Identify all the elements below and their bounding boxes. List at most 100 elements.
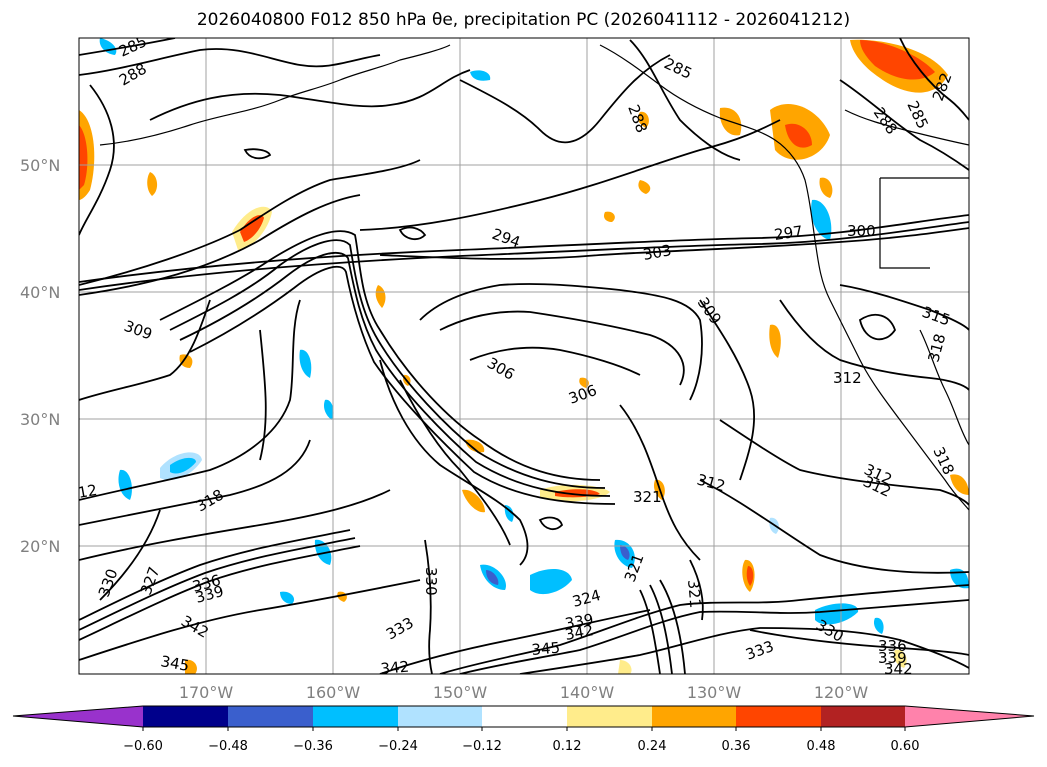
contour-label: 321	[633, 488, 662, 506]
precip-positive-patch	[819, 177, 833, 198]
colorbar-tick-label: −0.12	[462, 739, 502, 754]
contour-line	[79, 299, 301, 501]
contour-line	[79, 299, 211, 401]
contour-label: 297	[773, 222, 804, 244]
map-contents: 285 288 285 288 288 285 282 294 303 297 …	[77, 38, 969, 678]
colorbar-segment	[228, 706, 313, 727]
precip-negative-patch	[811, 199, 832, 240]
contour-label: 339	[878, 649, 907, 667]
contour-line	[899, 38, 969, 121]
contour-labels: 285 288 285 288 288 285 282 294 303 297 …	[77, 38, 958, 678]
contour-line	[839, 79, 969, 171]
contour-line	[839, 284, 969, 331]
precip-negative-patch	[470, 70, 491, 81]
contour-line	[169, 239, 606, 489]
contour-label: 342	[380, 658, 410, 678]
precip-negative-patch	[486, 570, 499, 585]
precip-negative-patch	[118, 469, 132, 500]
colorbar-segment	[652, 706, 736, 727]
lat-label-20n: 20°N	[20, 537, 60, 556]
precip-positive-patch	[179, 354, 193, 368]
precip-negative-patch	[950, 568, 969, 589]
precip-positive-patch	[240, 215, 264, 242]
contour-line	[629, 39, 741, 161]
contour-label: 300	[847, 222, 876, 240]
contour-line	[79, 439, 311, 526]
contour-line	[79, 221, 969, 291]
contour-line	[189, 265, 616, 505]
precip-negative-patch	[530, 568, 572, 595]
colorbar-tick-label: −0.60	[123, 739, 163, 754]
colorbar-tick-label: −0.48	[208, 739, 248, 754]
coastline	[599, 44, 969, 511]
lat-label-40n: 40°N	[20, 283, 60, 302]
lon-label-150w: 150°W	[433, 683, 488, 702]
contour-line	[379, 609, 651, 674]
latitude-labels: 50°N 40°N 30°N 20°N	[20, 156, 60, 556]
precip-negative-patch	[299, 349, 312, 378]
contour-label: 312	[833, 369, 862, 387]
contour-line	[439, 584, 969, 674]
map-frame	[78, 37, 970, 675]
contour-line	[79, 159, 421, 286]
coastline	[919, 329, 969, 446]
contour-line	[459, 599, 969, 674]
precip-positive-patch	[950, 474, 969, 495]
contour-line	[749, 629, 969, 656]
contour-line	[79, 84, 115, 236]
contour-line	[79, 489, 391, 561]
graticule	[79, 38, 969, 674]
precip-positive-patch	[603, 211, 615, 222]
contour-line	[379, 227, 969, 260]
contour-line	[858, 313, 896, 341]
precip-positive-patch	[375, 285, 386, 308]
precip-negative-patch	[815, 603, 859, 625]
contour-line	[538, 516, 564, 531]
longitude-labels: 170°W 160°W 150°W 140°W 130°W 120°W	[179, 683, 869, 702]
contour-line	[99, 509, 161, 601]
contour-line	[79, 537, 356, 631]
precip-positive-patch	[638, 111, 649, 128]
contour-line	[398, 226, 427, 241]
contour-line	[79, 579, 421, 661]
contour-label: 330	[422, 567, 440, 596]
lat-label-30n: 30°N	[20, 410, 60, 429]
precip-positive-patch	[894, 649, 907, 668]
precip-positive-patch	[147, 172, 158, 196]
contour-line	[79, 545, 361, 641]
contour-line	[639, 589, 661, 674]
contour-line	[424, 539, 433, 674]
contour-line	[469, 346, 641, 376]
contour-label: 336	[878, 637, 907, 655]
contour-line	[79, 38, 176, 56]
precip-negative-patch	[620, 545, 630, 560]
contour-line	[699, 479, 969, 574]
precip-positive-patch	[579, 377, 589, 388]
lat-label-50n: 50°N	[20, 156, 60, 175]
coastline	[879, 178, 930, 269]
contour-label: 321	[684, 579, 704, 609]
precip-negative-patch	[873, 617, 884, 634]
colorbar-segment	[398, 706, 482, 727]
colorbar: −0.60 −0.48 −0.36 −0.24 −0.12 0.12 0.24 …	[12, 705, 1035, 754]
lon-label-140w: 140°W	[560, 683, 615, 702]
contour-line	[149, 69, 471, 121]
contour-label: 339	[564, 610, 595, 633]
contour-line	[79, 529, 351, 621]
colorbar-ticks	[142, 727, 906, 731]
coastline	[844, 109, 969, 146]
colorbar-tick-label: −0.24	[378, 739, 418, 754]
contour-label: 342	[564, 621, 595, 644]
colorbar-tick-label: −0.36	[293, 739, 333, 754]
contour-label: 345	[159, 652, 190, 675]
lon-label-130w: 130°W	[687, 683, 742, 702]
colorbar-segment	[143, 706, 228, 727]
colorbar-extend-high	[905, 706, 1034, 727]
contour-line	[689, 559, 704, 621]
contour-line	[359, 119, 781, 231]
contour-label: 12	[77, 481, 99, 502]
map-title: 2026040800 F012 850 hPa θe, precipitatio…	[196, 10, 851, 30]
precip-positive-patch	[769, 324, 781, 358]
precip-shading	[79, 38, 969, 674]
